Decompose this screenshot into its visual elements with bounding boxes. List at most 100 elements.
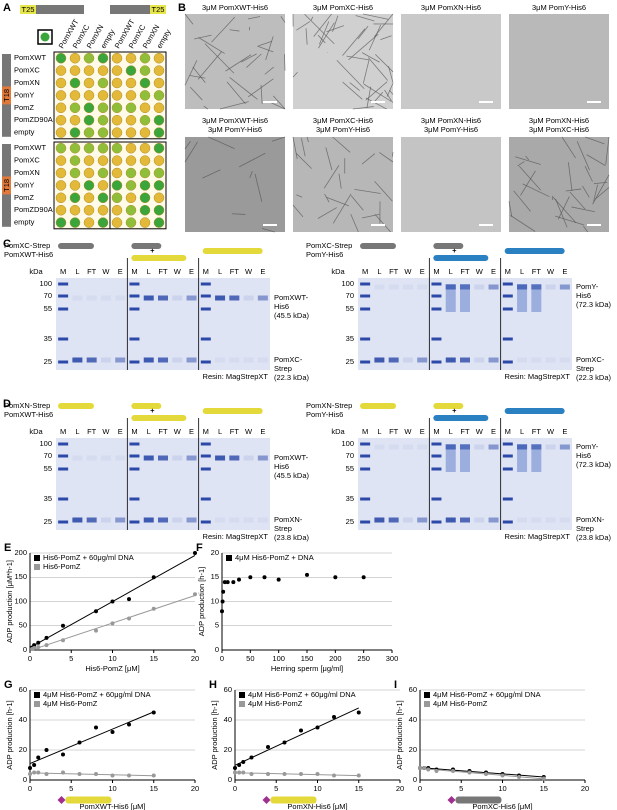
gel-band [402, 284, 413, 290]
y-tick-label: 100 [14, 596, 27, 605]
filament [567, 162, 573, 191]
lane-label: W [102, 427, 110, 436]
filament [375, 54, 394, 73]
band-label: (72.3 kDa) [576, 300, 612, 309]
gel-band [158, 455, 168, 461]
gel-band [431, 282, 442, 286]
colony-spot [97, 90, 109, 101]
micrograph-title: 3μM PomY-His6 [316, 125, 370, 134]
construct-icon [58, 243, 94, 249]
legend-label: His6-PomZ [43, 562, 81, 571]
filament [517, 161, 525, 167]
colony-spot [69, 167, 81, 179]
lane-label: E [118, 267, 123, 276]
lane-label: W [102, 267, 110, 276]
gel-band [257, 295, 268, 301]
colony-spot [125, 167, 137, 179]
colony-spot [83, 217, 95, 228]
data-point [434, 769, 439, 773]
filament [184, 141, 198, 163]
lane-label: M [505, 427, 511, 436]
x-tick-label: 10 [313, 784, 321, 793]
micrograph-title: 3μM PomXN-His6 [529, 116, 589, 125]
gel-band [58, 467, 69, 471]
gel-smear [445, 444, 456, 472]
gel-band [58, 360, 69, 364]
row-label: PomXWT [14, 53, 47, 62]
lane-label: M [362, 267, 368, 276]
construct-label: PomY-His6 [306, 250, 343, 259]
colony-spot [55, 217, 67, 228]
lane-label: M [433, 267, 439, 276]
filament [332, 15, 339, 32]
gel-band [200, 497, 211, 501]
colony-spot [55, 127, 67, 138]
gel-band [388, 357, 399, 363]
data-point [356, 773, 361, 778]
construct-icon [433, 403, 464, 409]
data-point [418, 766, 422, 770]
filament [306, 136, 309, 143]
colony-spot [97, 204, 109, 216]
colony-spot [139, 102, 151, 114]
x-axis-label: PomXN-His6 [μM] [287, 802, 347, 810]
lane-label: E [491, 427, 496, 436]
gel-band [431, 337, 442, 341]
band-label: Strep [274, 524, 292, 533]
panel-label: H [209, 679, 217, 691]
data-point [36, 755, 41, 760]
gel-band [200, 337, 211, 341]
gel-band [474, 517, 485, 523]
colony-spot [153, 204, 165, 216]
colony-spot [111, 192, 123, 204]
colony-spot [111, 127, 123, 138]
lane-label: FT [389, 427, 399, 436]
lane-label: FT [158, 427, 168, 436]
filament [355, 15, 375, 22]
y-tick-label: 60 [409, 685, 417, 694]
gel-band [502, 307, 513, 311]
data-point [266, 772, 270, 776]
colony-spot [55, 155, 67, 166]
data-point [193, 551, 197, 555]
gel-band [186, 357, 197, 363]
filament [310, 16, 314, 21]
construct-icon [270, 796, 317, 804]
gel-band [72, 357, 83, 363]
construct-icon [455, 796, 502, 804]
colony-spot [83, 127, 95, 138]
colony-spot [97, 77, 109, 89]
filament [386, 83, 394, 97]
marker-label: 70 [44, 451, 52, 460]
gel-band [502, 337, 513, 341]
colony-spot [97, 127, 109, 138]
marker-label: 25 [346, 517, 354, 526]
gel-band [115, 295, 126, 301]
colony-spot [111, 114, 123, 126]
x-tick-label: 300 [386, 654, 399, 663]
colony-spot [153, 167, 165, 179]
filament [571, 206, 595, 213]
lane-label: M [362, 427, 368, 436]
gel-band [86, 455, 97, 461]
data-point [32, 646, 37, 651]
filament [198, 37, 225, 54]
colony-spot [111, 90, 123, 101]
colony-spot [139, 155, 151, 166]
construct-label: PomXN-Strep [4, 401, 50, 410]
data-point [332, 715, 336, 719]
filament [202, 169, 221, 179]
colony-spot [153, 65, 165, 76]
gel-band [172, 455, 183, 461]
gel-band [431, 520, 442, 524]
y-tick-label: 0 [228, 775, 232, 784]
colony-spot [55, 204, 67, 216]
lane-label: W [174, 427, 182, 436]
band-label: PomXWT- [274, 293, 309, 302]
gel-band [158, 517, 168, 523]
gel-band [360, 307, 371, 311]
colony-spot [69, 90, 81, 101]
gel-band [402, 517, 413, 523]
colony-spot [83, 192, 95, 204]
